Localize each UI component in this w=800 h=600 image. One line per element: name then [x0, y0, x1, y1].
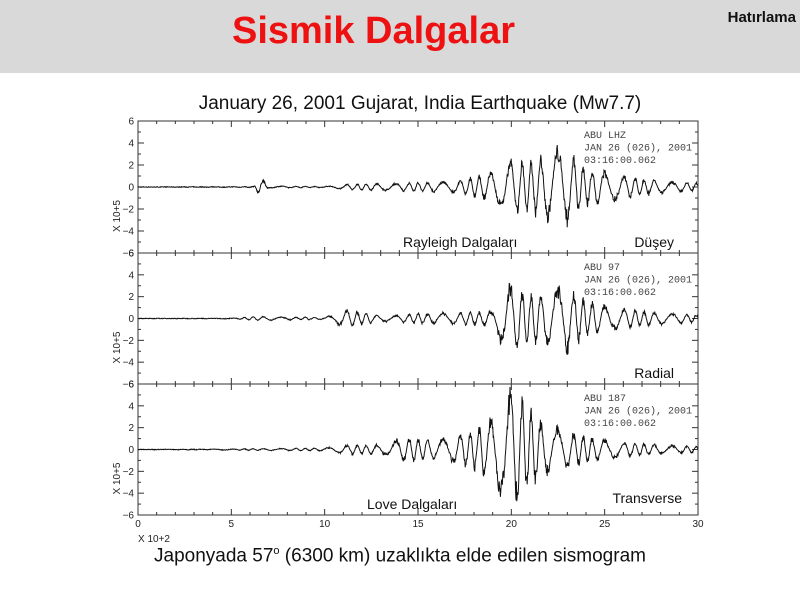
x-tick-label: 25: [599, 519, 611, 530]
y-tick-label: 2: [128, 423, 134, 434]
y-tick-label: −6: [123, 249, 135, 260]
component-label: Düşey: [634, 234, 674, 250]
station-header-line: ABU LHZ: [584, 131, 626, 142]
y-tick-label: −6: [123, 380, 135, 391]
y-scale-label: X 10+5: [112, 462, 123, 494]
y-tick-label: −6: [123, 511, 135, 522]
y-tick-label: 0: [128, 314, 134, 325]
y-tick-label: 4: [128, 139, 134, 150]
waveform-trace: [137, 144, 699, 228]
y-tick-label: 0: [128, 183, 134, 194]
caption-text-end: (6300 km) uzaklıkta elde edilen sismogra…: [279, 545, 646, 567]
x-tick-label: 20: [506, 519, 518, 530]
page-title: Sismik Dalgalar: [231, 10, 516, 52]
y-tick-label: 2: [128, 161, 134, 172]
wave-type-label: Rayleigh Dalgaları: [403, 234, 517, 250]
y-tick-label: 6: [128, 117, 134, 128]
header-bar: [0, 0, 800, 73]
station-header-line: JAN 26 (026), 2001: [584, 143, 692, 155]
component-label: Radial: [634, 365, 674, 381]
y-tick-label: 2: [128, 292, 134, 303]
y-tick-label: −4: [123, 489, 135, 500]
y-tick-label: 6: [128, 249, 134, 260]
x-tick-label: 0: [135, 519, 141, 530]
station-header-line: 03:16:00.062: [584, 156, 656, 167]
station-header-line: JAN 26 (026), 2001: [584, 275, 692, 287]
x-scale-label: X 10+2: [138, 534, 170, 545]
x-tick-label: 30: [692, 519, 704, 530]
component-label: Transverse: [612, 490, 682, 506]
chart-title: January 26, 2001 Gujarat, India Earthqua…: [198, 93, 642, 114]
station-header-line: JAN 26 (026), 2001: [584, 406, 692, 418]
x-tick-label: 5: [229, 519, 235, 530]
y-scale-label: X 10+5: [112, 331, 123, 363]
y-tick-label: 4: [128, 401, 134, 412]
y-tick-label: −4: [123, 227, 135, 238]
x-tick-label: 15: [412, 519, 424, 530]
x-tick-label: 10: [319, 519, 331, 530]
waveform-trace: [137, 386, 699, 502]
y-tick-label: 0: [128, 445, 134, 456]
y-scale-label: X 10+5: [112, 200, 123, 232]
station-header-line: 03:16:00.062: [584, 288, 656, 299]
recall-badge: Hatırlama: [727, 9, 796, 26]
y-tick-label: −2: [123, 205, 135, 216]
y-tick-label: −2: [123, 467, 135, 478]
y-tick-label: −2: [123, 336, 135, 347]
y-tick-label: 4: [128, 270, 134, 281]
y-tick-label: −4: [123, 358, 135, 369]
waveform-trace: [137, 282, 699, 356]
station-header-line: ABU 97: [584, 263, 620, 274]
y-tick-label: 6: [128, 380, 134, 391]
caption-text-start: Japonyada 57: [154, 545, 274, 567]
wave-type-label: Love Dalgaları: [367, 496, 457, 512]
figure-caption: Japonyada 57o (6300 km) uzaklıkta elde e…: [60, 545, 740, 567]
degree-mark: o: [273, 545, 280, 557]
station-header-line: 03:16:00.062: [584, 419, 656, 430]
station-header-line: ABU 187: [584, 394, 626, 405]
